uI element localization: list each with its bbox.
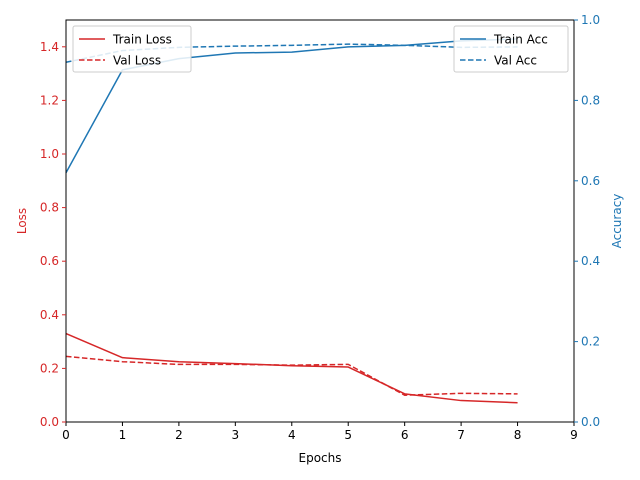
right-y-tick-label: 0.0 (581, 415, 600, 429)
x-tick-label: 1 (119, 428, 127, 442)
x-tick-label: 5 (344, 428, 352, 442)
x-tick-label: 3 (232, 428, 240, 442)
left-y-tick-label: 1.2 (40, 93, 59, 107)
legend-entry-label: Val Loss (113, 54, 161, 68)
legend-box (453, 25, 569, 73)
left-y-tick-label: 1.0 (40, 147, 59, 161)
right-y-tick-label: 0.6 (581, 174, 600, 188)
legend-entry-label: Train Loss (112, 33, 172, 47)
right-y-tick-label: 0.2 (581, 335, 600, 349)
x-tick-label: 9 (570, 428, 578, 442)
x-tick-label: 4 (288, 428, 296, 442)
series-layer (65, 38, 518, 404)
val-loss-line (65, 355, 518, 396)
x-tick-label: 8 (514, 428, 522, 442)
right-y-tick-label: 0.4 (581, 254, 600, 268)
x-tick-label: 0 (62, 428, 70, 442)
legend-entry-label: Val Acc (494, 54, 537, 68)
legend-loss: Train Loss Val Loss (72, 25, 192, 73)
right-y-axis-ticks: 0.0 0.2 0.4 0.6 0.8 1.0 (574, 13, 600, 429)
left-y-tick-label: 0.4 (40, 308, 59, 322)
left-y-tick-label: 0.6 (40, 254, 59, 268)
legend-box (72, 25, 192, 73)
x-tick-label: 2 (175, 428, 183, 442)
left-y-tick-label: 0.2 (40, 361, 59, 375)
left-y-tick-label: 1.4 (40, 40, 59, 54)
x-axis-label: Epochs (299, 451, 342, 465)
left-y-axis-ticks: 0.0 0.2 0.4 0.6 0.8 1.0 1.2 1.4 (40, 40, 66, 429)
legend-entry-label: Train Acc (493, 33, 548, 47)
right-y-axis-label: Accuracy (610, 194, 624, 249)
left-y-tick-label: 0.0 (40, 415, 59, 429)
x-tick-label: 6 (401, 428, 409, 442)
train-loss-line (65, 332, 518, 404)
left-y-axis-label: Loss (15, 208, 29, 234)
x-axis-ticks: 0 1 2 3 4 5 6 7 8 9 (62, 422, 578, 442)
plot-frame (65, 19, 575, 423)
legend-accuracy: Train Acc Val Acc (453, 25, 569, 73)
x-tick-label: 7 (457, 428, 465, 442)
right-y-tick-label: 0.8 (581, 93, 600, 107)
left-y-tick-label: 0.8 (40, 201, 59, 215)
right-y-tick-label: 1.0 (581, 13, 600, 27)
